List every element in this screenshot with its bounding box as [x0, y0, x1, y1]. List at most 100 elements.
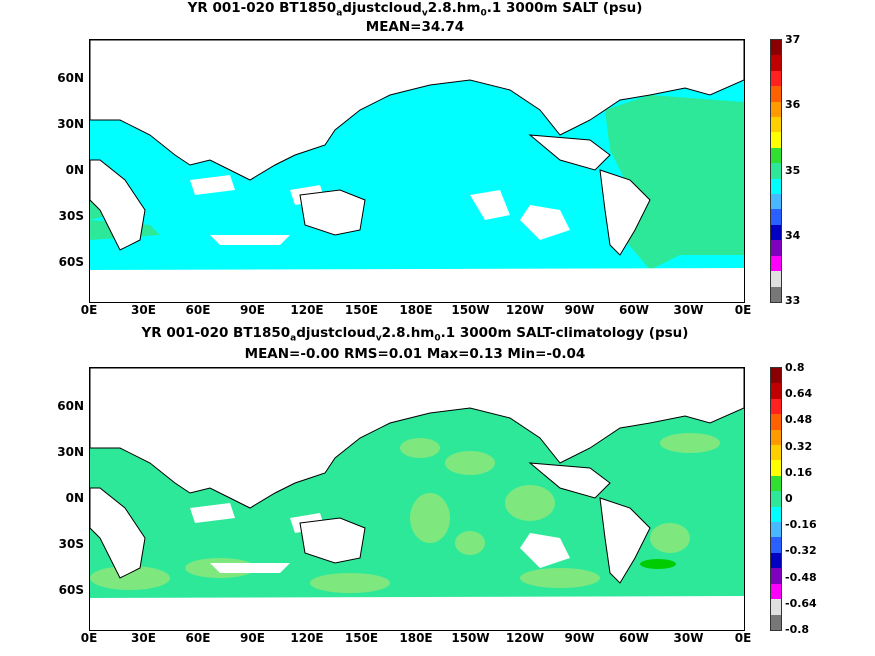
antarctica: [90, 268, 744, 302]
map2-lon-label: 150E: [344, 631, 379, 645]
colorbar-swatch: [771, 271, 781, 287]
colorbar-swatch: [771, 445, 781, 461]
map2-colorbar: [770, 367, 782, 631]
map2-lon-label: 90E: [240, 631, 265, 645]
map1-stats: MEAN=34.74: [365, 19, 465, 35]
colorbar-swatch: [771, 286, 781, 302]
colorbar-swatch: [771, 132, 781, 148]
map1-lon-label: 150E: [344, 303, 379, 317]
map1-lon-label: 0E: [734, 303, 752, 317]
colorbar-swatch: [771, 599, 781, 615]
northern-continents: [90, 40, 744, 181]
patch-3: [470, 190, 510, 220]
colorbar-swatch: [771, 506, 781, 523]
map2-lon-label: 180E: [399, 631, 433, 645]
map1-lon-label: 30W: [673, 303, 704, 317]
colorbar-swatch: [771, 55, 781, 71]
colorbar-swatch: [771, 178, 781, 195]
colorbar-swatch: [771, 583, 781, 600]
low-patches: [190, 503, 570, 573]
colorbar-swatch: [771, 194, 781, 210]
map2-lat-60s: 60S: [58, 583, 84, 597]
map1-lon-label: 60W: [619, 303, 649, 317]
colorbar-swatch: [771, 614, 781, 630]
map2-lat-0n: 0N: [65, 491, 84, 505]
map1-lat-0n: 0N: [65, 163, 84, 177]
map1-lat-30s: 30S: [58, 209, 84, 223]
africa: [90, 159, 146, 251]
south-america: [599, 169, 651, 256]
map2-lon-label: 30W: [673, 631, 704, 645]
colorbar-swatch: [771, 224, 781, 241]
australia: [299, 517, 366, 564]
colorbar-swatch: [771, 475, 781, 492]
map2-lon-label: 120E: [290, 631, 324, 645]
map1-colorbar: [770, 39, 782, 303]
map2-cbar-label: 0.16: [785, 465, 813, 479]
map2-cbar-label: 0.8: [785, 361, 805, 374]
patch-1: [210, 235, 290, 245]
central-america: [528, 462, 611, 499]
patch-2: [520, 205, 570, 240]
max-anomaly: [640, 559, 676, 569]
map1-cbar-label-36: 36: [785, 98, 801, 111]
colorbar-swatch: [771, 414, 781, 430]
map2-lon-label: 0E: [80, 631, 98, 645]
map1-lat-60s: 60S: [58, 255, 84, 269]
map1-lat-60n: 60N: [57, 71, 84, 85]
map1-lon-label: 150W: [451, 303, 490, 317]
map1-cbar-label-33: 33: [785, 294, 801, 307]
colorbar-swatch: [771, 147, 781, 164]
colorbar-swatch: [771, 163, 781, 179]
map1-cbar-label-37: 37: [785, 33, 801, 46]
map1-lon-label: 30E: [131, 303, 156, 317]
map2-cbar-label: -0.16: [785, 518, 817, 532]
colorbar-swatch: [771, 537, 781, 553]
map2-lon-label: 150W: [451, 631, 490, 645]
map2-lon-label: 90W: [564, 631, 595, 645]
atlantic-region: [605, 95, 744, 270]
australia: [299, 189, 366, 236]
colorbar-swatch: [771, 40, 781, 56]
south-america: [599, 497, 651, 584]
map2-plot: [89, 367, 745, 631]
map2-title: YR 001-020 BT1850adjustcloudv2.8.hm0.1 3…: [141, 325, 689, 344]
colorbar-swatch: [771, 70, 781, 87]
map2-svg: [90, 368, 744, 630]
map1-cbar-label-34: 34: [785, 229, 801, 242]
map2-cbar-label: 0.48: [785, 413, 813, 427]
colorbar-swatch: [771, 101, 781, 118]
colorbar-swatch: [771, 383, 781, 399]
map1-lon-label: 0E: [80, 303, 98, 317]
map2-lat-30s: 30S: [58, 537, 84, 551]
map1-title: YR 001-020 BT1850adjustcloudv2.8.hm0.1 3…: [187, 0, 643, 19]
map2-cbar-label: 0: [785, 492, 793, 505]
map2-lon-label: 0E: [734, 631, 752, 645]
map2-lon-label: 60W: [619, 631, 649, 645]
northern-continents: [90, 368, 744, 509]
map1-lon-label: 120E: [290, 303, 324, 317]
map1-cbar-label-35: 35: [785, 164, 801, 177]
map1-svg: [90, 40, 744, 302]
map2-cbar-label: -0.8: [785, 623, 810, 636]
map2-lon-label: 60E: [185, 631, 211, 645]
antarctica: [90, 596, 744, 630]
colorbar-swatch: [771, 522, 781, 538]
map1-lat-30n: 30N: [57, 117, 84, 131]
colorbar-swatch: [771, 368, 781, 384]
colorbar-swatch: [771, 491, 781, 507]
colorbar-swatch: [771, 568, 781, 584]
map1-lon-label: 90W: [564, 303, 595, 317]
central-america: [528, 134, 611, 171]
colorbar-swatch: [771, 460, 781, 476]
map2-lat-60n: 60N: [57, 399, 84, 413]
map2-lon-label: 120W: [505, 631, 545, 645]
colorbar-swatch: [771, 86, 781, 102]
colorbar-swatch: [771, 398, 781, 415]
map2-cbar-label: 0.32: [785, 439, 813, 453]
africa: [90, 487, 146, 579]
colorbar-swatch: [771, 117, 781, 133]
colorbar-swatch: [771, 240, 781, 256]
map2-stats: MEAN=-0.00 RMS=0.01 Max=0.13 Min=-0.04: [244, 346, 586, 362]
map1-plot: [89, 39, 745, 303]
